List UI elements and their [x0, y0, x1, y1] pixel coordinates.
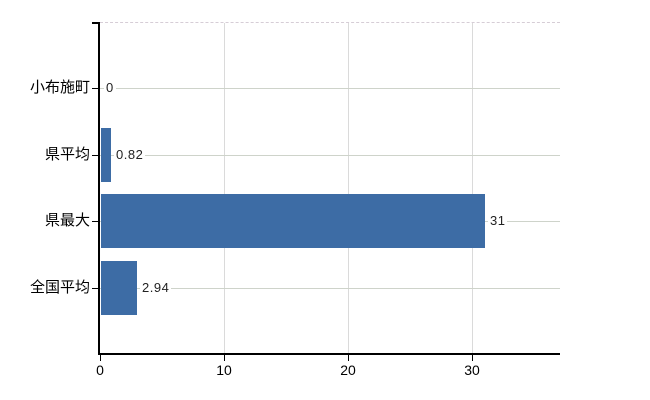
vertical-gridline [224, 23, 225, 354]
x-axis-tick [348, 354, 349, 361]
x-axis-tick [472, 354, 473, 361]
bar-value-label: 2.94 [140, 279, 172, 296]
category-label: 県平均 [44, 145, 90, 163]
bar-value-label: 0.82 [114, 146, 146, 163]
category-tick [92, 221, 100, 222]
x-axis-tick-label: 30 [464, 362, 480, 378]
bar [101, 261, 137, 315]
bar [101, 128, 111, 182]
x-axis-tick-label: 0 [96, 362, 104, 378]
y-axis-line [98, 22, 100, 355]
y-axis-top-tick [92, 22, 100, 24]
x-axis-tick [100, 354, 101, 361]
row-gridline [100, 155, 560, 156]
x-axis-tick-label: 10 [216, 362, 232, 378]
row-gridline [100, 288, 560, 289]
bar [101, 194, 485, 248]
vertical-gridline [348, 23, 349, 354]
vertical-gridline [472, 23, 473, 354]
category-tick [92, 155, 100, 156]
category-tick [92, 288, 100, 289]
x-axis-tick-label: 20 [340, 362, 356, 378]
category-label: 小布施町 [29, 78, 90, 96]
category-tick [92, 88, 100, 89]
x-axis-line [98, 353, 560, 355]
bar-value-label: 0 [104, 79, 116, 96]
plot-top-border [100, 22, 560, 23]
row-gridline [100, 88, 560, 89]
category-label: 県最大 [44, 211, 90, 229]
category-label: 全国平均 [29, 278, 90, 296]
bar-value-label: 31 [488, 212, 508, 229]
x-axis-tick [224, 354, 225, 361]
